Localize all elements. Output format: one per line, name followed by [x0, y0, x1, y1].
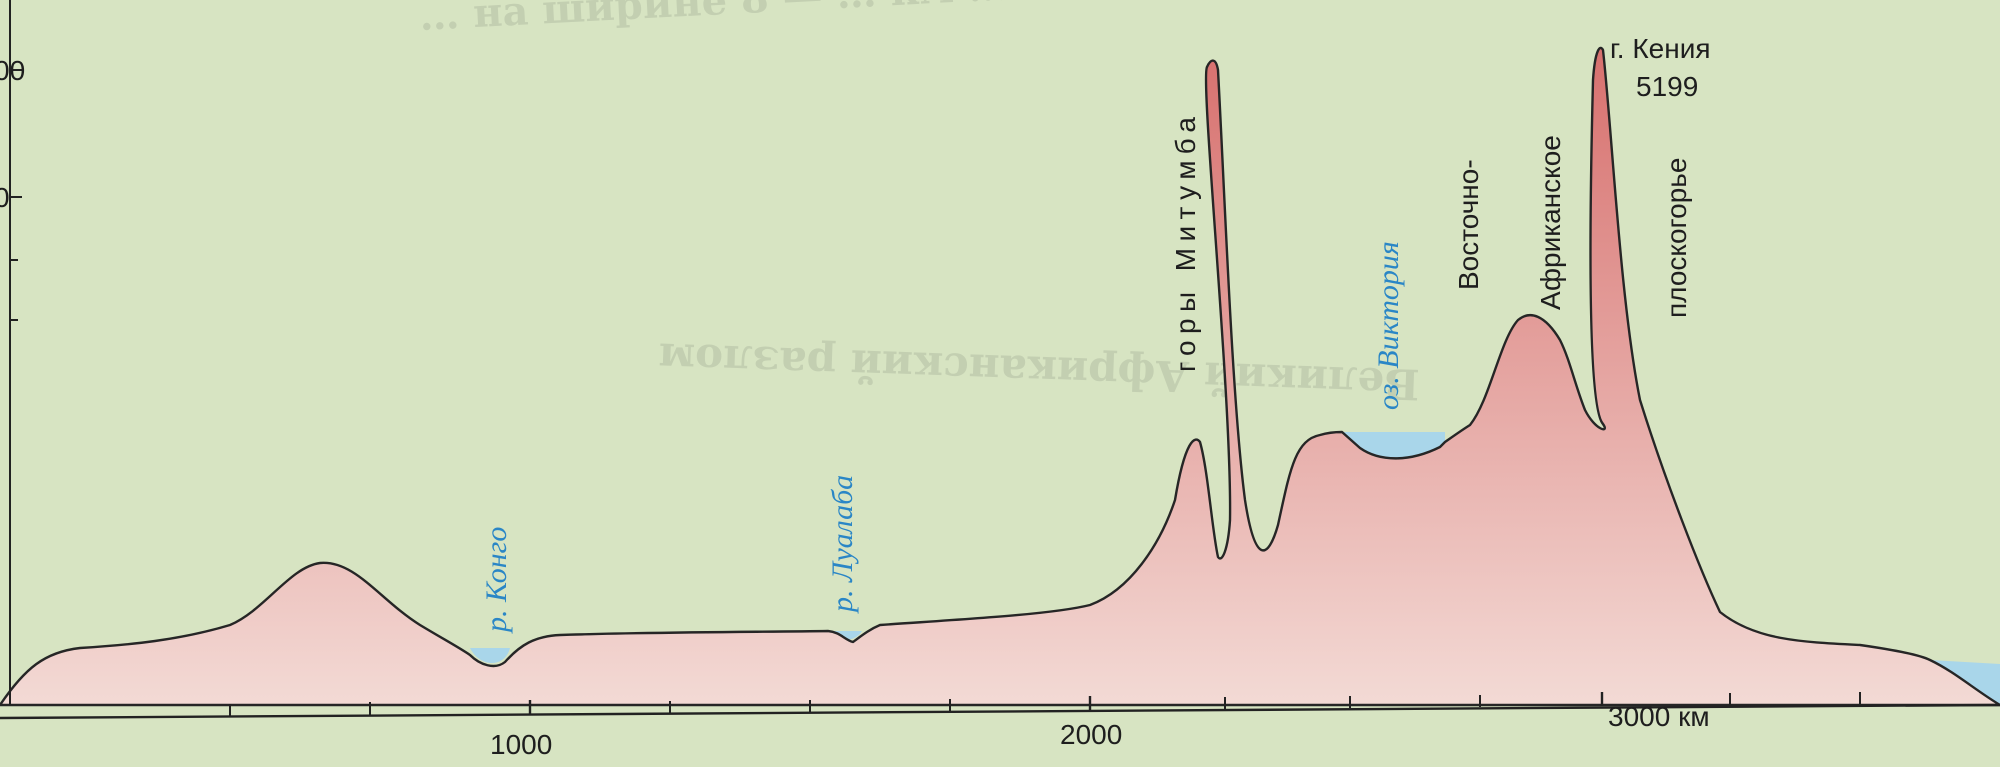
x-tick-label-2000: 2000 — [1060, 719, 1122, 750]
water-congo-river — [470, 648, 510, 663]
mount-kenya-elevation: 5199 — [1636, 71, 1698, 102]
x-axis: 1000 2000 3000 км — [0, 692, 2000, 760]
water-right-edge — [1930, 660, 2000, 705]
east-african-label-line3: плоскогорье — [1661, 158, 1692, 318]
ghost-text-middle: Великий Африканский разлом — [658, 333, 1421, 409]
east-african-label-line2: Африканское — [1535, 135, 1566, 310]
y-axis: 00 0 — [0, 0, 25, 705]
lake-victoria-label: оз. Виктория — [1372, 241, 1405, 410]
terrain-profile — [0, 46, 2000, 707]
ghost-text-top: … на ширине 8 — … км … — [418, 0, 1009, 40]
lualaba-river-label: р. Луалаба — [826, 475, 859, 614]
y-tick-label-upper: 00 — [0, 55, 25, 86]
mitumba-mountains-label: горы Митумба — [1170, 117, 1201, 372]
mount-kenya-name: г. Кения — [1610, 33, 1711, 64]
congo-river-label: р. Конго — [480, 527, 513, 634]
east-african-label-line1: Восточно- — [1453, 159, 1484, 290]
y-tick-label-lower: 0 — [0, 182, 10, 213]
background-ghost-text: … на ширине 8 — … км … Великий Африканск… — [418, 0, 1420, 409]
x-tick-label-3000-km: 3000 км — [1608, 701, 1710, 732]
x-tick-label-1000: 1000 — [490, 729, 552, 760]
